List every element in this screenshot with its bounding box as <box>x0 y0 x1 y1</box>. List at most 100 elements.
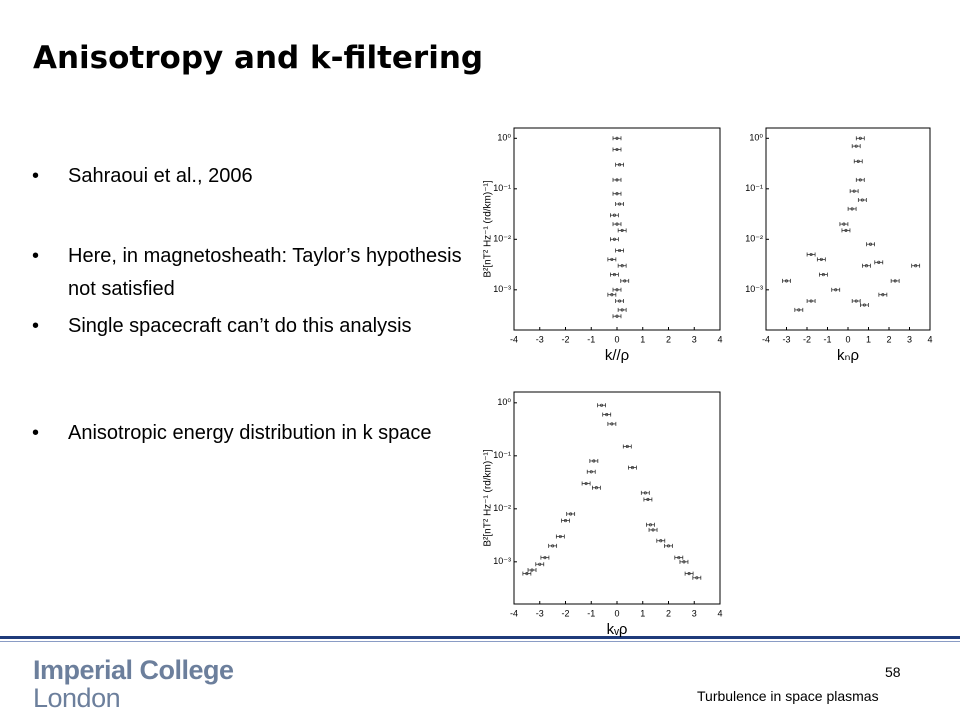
data-point <box>664 543 673 548</box>
data-point <box>782 278 791 283</box>
data-point <box>874 260 884 265</box>
data-point <box>646 522 655 527</box>
data-point <box>527 568 537 573</box>
x-tick-label: 2 <box>666 334 671 344</box>
data-point <box>555 534 565 539</box>
marker <box>877 260 881 264</box>
marker <box>646 497 650 502</box>
page-number: 58 <box>885 664 901 680</box>
footer-text: Turbulence in space plasmas <box>697 688 879 704</box>
x-tick-label: -2 <box>561 334 569 344</box>
marker <box>538 562 542 566</box>
marker <box>530 568 534 572</box>
data-point <box>610 213 619 218</box>
x-axis-label: k//ρ <box>605 347 629 364</box>
data-point <box>607 257 617 262</box>
x-tick-label: 3 <box>907 334 912 344</box>
marker <box>860 198 864 202</box>
y-tick-label: 10⁻³ <box>493 556 511 566</box>
data-point <box>794 307 804 312</box>
x-tick-label: -4 <box>762 334 770 344</box>
bullet: • Here, in magnetosheath: Taylor’s hypoth… <box>32 240 482 306</box>
marker <box>695 576 699 580</box>
data-point <box>617 263 627 268</box>
data-point <box>847 206 857 211</box>
y-tick-label: 10⁻¹ <box>745 183 763 193</box>
marker <box>584 481 588 486</box>
data-point <box>643 497 653 502</box>
marker <box>592 459 596 463</box>
marker <box>651 528 655 532</box>
footer-rule <box>0 636 960 639</box>
y-tick-label: 10⁻² <box>493 503 511 513</box>
marker <box>610 422 614 426</box>
data-point <box>855 177 865 182</box>
y-tick-label: 10⁰ <box>497 397 511 407</box>
x-tick-label: -1 <box>823 334 831 344</box>
marker <box>620 308 624 312</box>
bullet-text: Here, in magnetosheath: Taylor’s hypothe… <box>68 245 462 300</box>
marker <box>858 136 862 140</box>
marker <box>850 207 854 211</box>
data-point <box>615 248 624 253</box>
data-point <box>890 278 900 283</box>
marker <box>868 242 873 246</box>
y-tick-label: 10⁻¹ <box>493 183 511 193</box>
data-point <box>548 543 558 548</box>
marker <box>620 228 624 232</box>
data-point <box>566 511 576 516</box>
marker <box>852 189 856 193</box>
x-tick-label: 4 <box>927 334 932 344</box>
data-point <box>878 292 888 297</box>
marker <box>612 237 616 241</box>
data-point <box>851 144 861 149</box>
marker <box>893 279 897 283</box>
marker <box>618 248 622 253</box>
data-point <box>620 278 630 283</box>
y-axis-label: B²[nT² Hz⁻¹ (rd/km)⁻¹] <box>483 449 494 546</box>
marker <box>854 144 858 148</box>
marker <box>914 264 918 268</box>
marker <box>615 147 619 152</box>
data-point <box>853 159 863 164</box>
x-tick-label: -3 <box>536 334 544 344</box>
marker <box>589 470 593 474</box>
marker <box>682 560 686 564</box>
data-point <box>648 527 658 532</box>
marker <box>525 572 529 576</box>
x-tick-label: 0 <box>845 334 850 344</box>
data-point <box>816 257 826 262</box>
x-axis-label: kᵥρ <box>607 621 628 638</box>
data-point <box>612 314 622 319</box>
data-point <box>674 555 684 560</box>
marker <box>610 293 614 297</box>
data-point <box>610 237 619 242</box>
marker <box>648 523 653 527</box>
bullet-text: Sahraoui et al., 2006 <box>68 165 253 187</box>
marker <box>809 299 813 303</box>
y-axis-label: B²[nT² Hz⁻¹ (rd/km)⁻¹] <box>483 180 494 277</box>
data-point <box>839 222 849 227</box>
data-point <box>607 421 617 426</box>
marker <box>666 544 671 548</box>
bullet-text: Anisotropic energy distribution in k spa… <box>68 422 432 444</box>
marker <box>643 491 647 495</box>
marker <box>618 299 622 303</box>
x-tick-label: 1 <box>866 334 871 344</box>
y-tick-label: 10⁻² <box>493 234 511 244</box>
x-tick-label: 1 <box>640 334 645 344</box>
marker <box>881 293 885 297</box>
x-tick-label: -2 <box>803 334 811 344</box>
marker <box>569 512 573 516</box>
marker <box>615 288 619 292</box>
data-point <box>612 222 622 227</box>
marker <box>625 444 629 449</box>
marker <box>623 279 627 283</box>
data-point <box>849 189 859 194</box>
marker <box>797 308 801 312</box>
y-tick-label: 10⁰ <box>749 133 763 143</box>
x-tick-label: 4 <box>717 334 722 344</box>
y-tick-label: 10⁻³ <box>493 284 511 294</box>
